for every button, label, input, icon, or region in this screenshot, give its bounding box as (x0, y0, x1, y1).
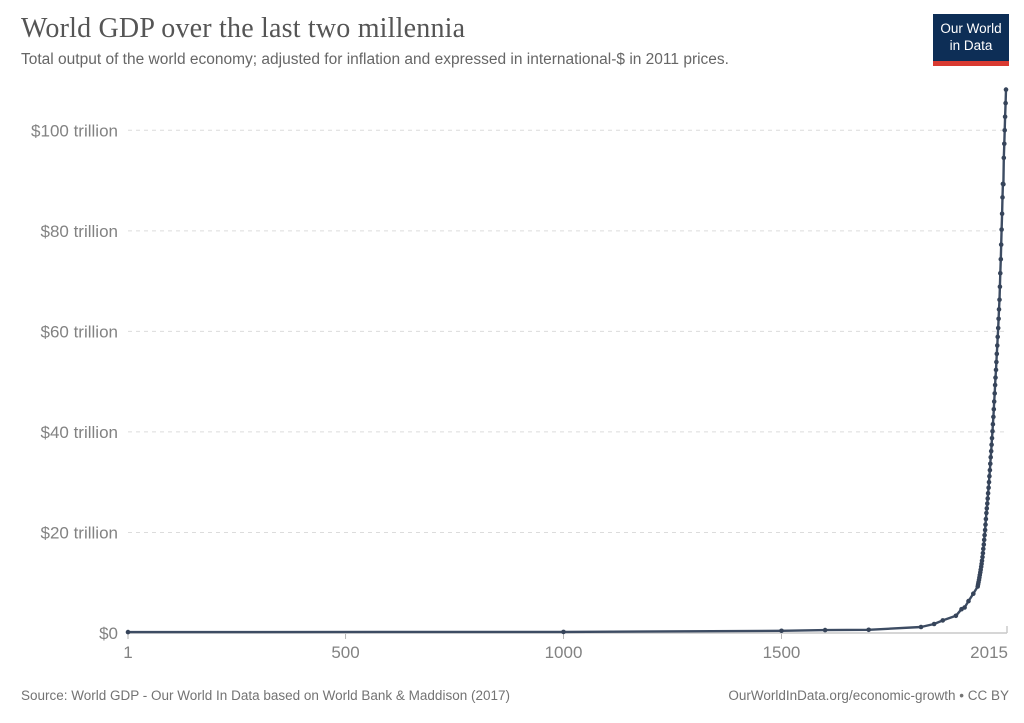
owid-url-link[interactable]: OurWorldInData.org/economic-growth (728, 688, 956, 703)
svg-text:$20 trillion: $20 trillion (41, 523, 119, 542)
svg-text:1000: 1000 (545, 643, 583, 662)
owid-logo-line1: Our World (940, 21, 1002, 36)
svg-text:1: 1 (123, 643, 132, 662)
svg-text:$60 trillion: $60 trillion (41, 322, 119, 341)
chart-title: World GDP over the last two millennia (21, 13, 466, 44)
svg-text:$80 trillion: $80 trillion (41, 222, 119, 241)
svg-text:$100 trillion: $100 trillion (31, 121, 118, 140)
svg-text:$40 trillion: $40 trillion (41, 423, 119, 442)
svg-text:2015: 2015 (970, 643, 1008, 662)
owid-logo[interactable]: Our World in Data (933, 14, 1009, 66)
footer-right: OurWorldInData.org/economic-growth • CC … (728, 688, 1009, 703)
license-label: CC BY (967, 688, 1009, 703)
chart-subtitle: Total output of the world economy; adjus… (21, 51, 729, 68)
owid-logo-line2: in Data (949, 38, 993, 53)
svg-text:$0: $0 (99, 624, 118, 643)
svg-text:500: 500 (331, 643, 359, 662)
source-note: Source: World GDP - Our World In Data ba… (21, 688, 510, 703)
svg-text:1500: 1500 (763, 643, 801, 662)
footer-separator: • (955, 688, 968, 703)
